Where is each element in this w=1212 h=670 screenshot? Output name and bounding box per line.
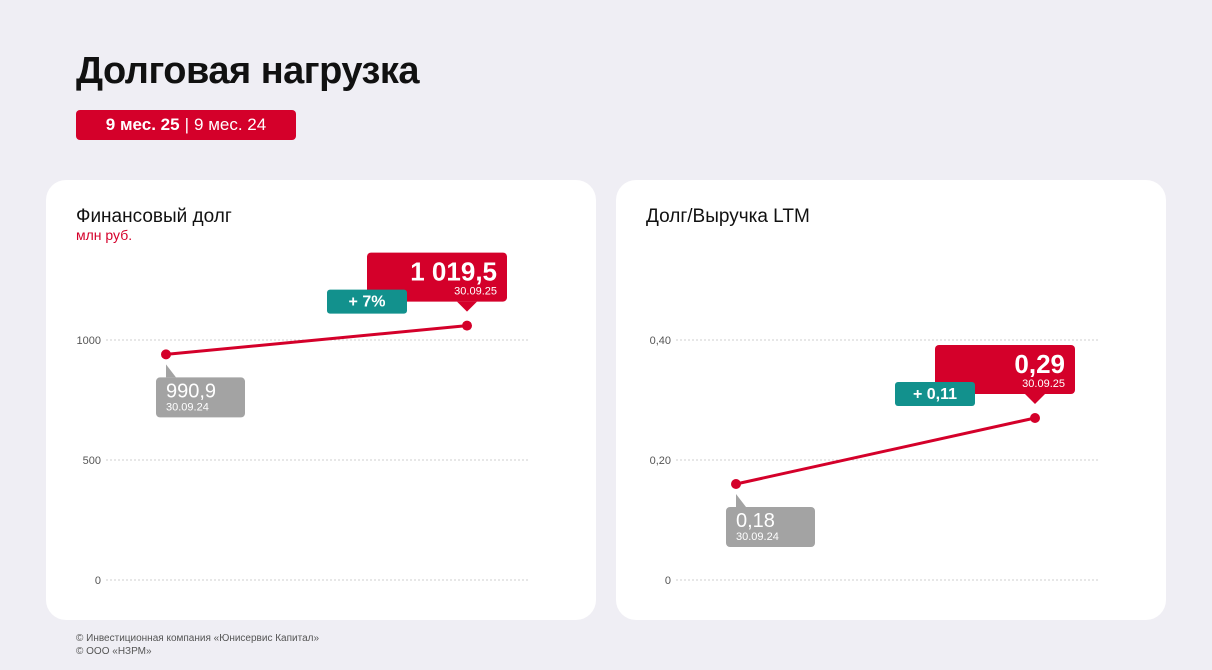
y-tick-label: 0 <box>665 575 671 587</box>
series-line <box>735 416 1036 486</box>
end-value-label <box>367 252 507 302</box>
data-point <box>161 349 171 360</box>
end-date-text: 30.09.25 <box>454 286 497 298</box>
data-point <box>1030 413 1040 423</box>
data-point <box>731 479 741 489</box>
end-value-label <box>935 345 1075 394</box>
change-badge <box>895 382 975 406</box>
change-badge <box>327 289 407 314</box>
change-badge-text: + 0,11 <box>913 386 957 403</box>
start-date-text: 30.09.24 <box>166 401 209 413</box>
chart-card-debt-revenue: Долг/Выручка LTM 0 0,20 0,40 0,18 30.09.24 0,… <box>616 180 1166 620</box>
page-title: Долговая нагрузка <box>76 50 420 92</box>
chart-title: Долг/Выручка LTM <box>646 206 810 227</box>
y-tick-label: 0,20 <box>650 455 671 467</box>
start-value-text: 990,9 <box>166 380 216 402</box>
period-separator: | <box>184 115 190 134</box>
footer-line-1: © Инвестиционная компания «Юнисервис Кап… <box>76 633 320 644</box>
end-value-text: 1 019,5 <box>410 257 497 287</box>
end-label-pointer <box>457 301 477 312</box>
end-value-text: 0,29 <box>1014 349 1065 379</box>
footer: © Инвестиционная компания «Юнисервис Кап… <box>76 632 319 658</box>
series-line <box>165 324 468 356</box>
y-tick-label: 1000 <box>77 335 101 347</box>
chart-subtitle: млн руб. <box>76 227 133 243</box>
y-tick-label: 0 <box>95 575 101 587</box>
start-value-label <box>726 507 815 547</box>
start-label-pointer <box>166 364 176 378</box>
y-tick-label: 500 <box>83 455 101 467</box>
period-previous: 9 мес. 24 <box>194 115 267 134</box>
footer-line-2: © ООО «НЗРМ» <box>76 646 152 657</box>
change-badge-text: + 7% <box>349 294 386 311</box>
end-date-text: 30.09.25 <box>1022 378 1065 390</box>
financial-debt-chart: 0 500 1000 990,930.09.24 1 019,530.09.25 + 7% <box>77 252 528 587</box>
start-label-pointer <box>736 494 746 507</box>
y-tick-label: 0,40 <box>650 335 671 347</box>
period-current: 9 мес. 25 <box>105 115 180 134</box>
period-badge: 9 мес. 25 | 9 мес. 24 <box>76 110 296 140</box>
data-point <box>462 320 472 331</box>
chart-title: Финансовый долг <box>76 206 232 227</box>
start-value-label <box>156 377 245 418</box>
end-label-pointer <box>1025 394 1045 404</box>
start-value-text: 0,18 <box>736 510 775 532</box>
start-date-text: 30.09.24 <box>736 531 779 543</box>
chart-card-financial-debt: Финансовый долг млн руб. 0 500 1000 990,9 30… <box>46 180 596 620</box>
